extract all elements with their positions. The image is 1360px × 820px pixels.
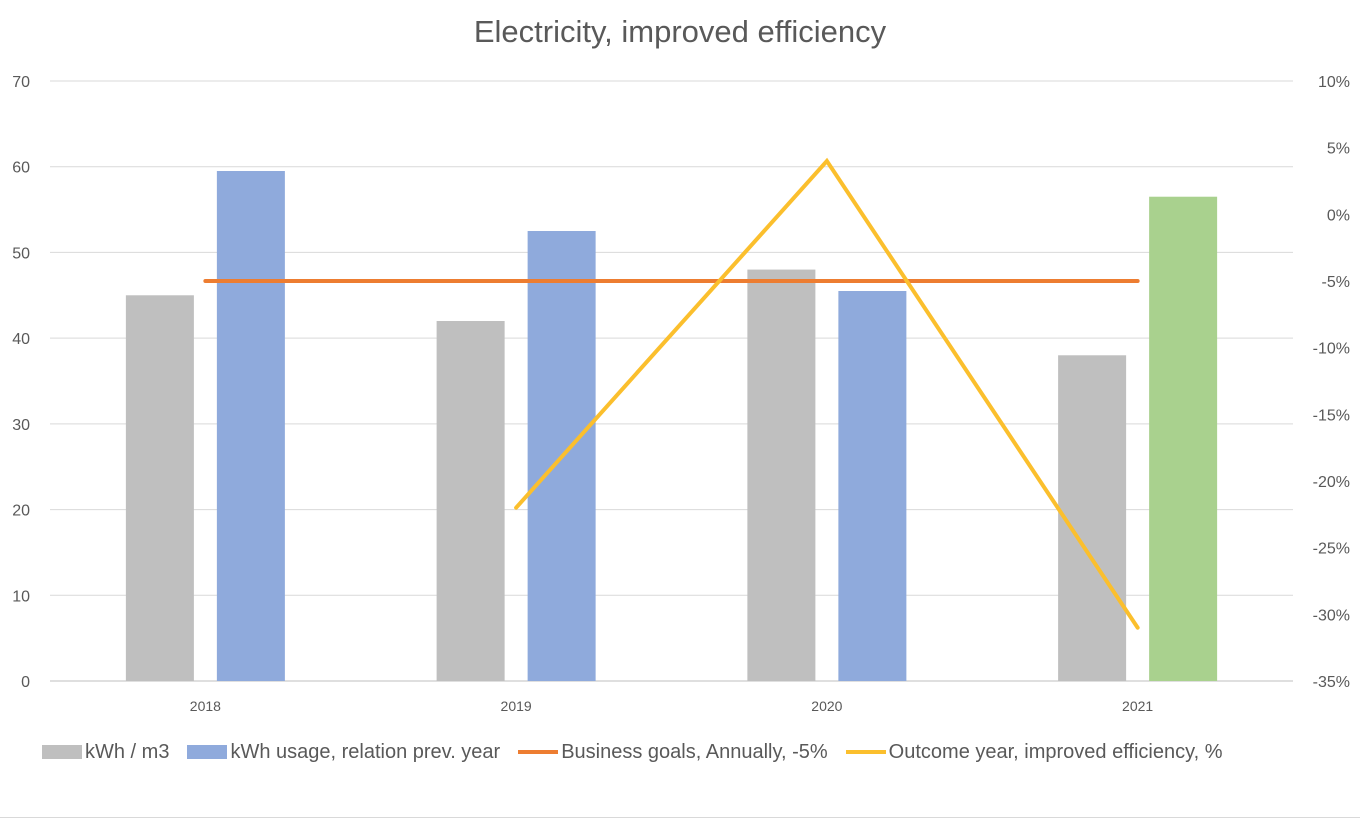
y-right-tick-label: -15% [1313, 407, 1350, 424]
legend-item-business-goals: Business goals, Annually, -5% [518, 740, 828, 764]
y-right-tick-label: 0% [1327, 207, 1350, 224]
bar-kwh-m3-2018 [125, 295, 194, 681]
y-left-tick-label: 20 [12, 503, 30, 520]
y-right-tick-label: -30% [1313, 607, 1350, 624]
legend-label-outcome-year: Outcome year, improved efficiency, % [888, 740, 1223, 763]
legend-swatch-kwh-m3 [42, 745, 82, 759]
y-left-tick-label: 70 [12, 74, 30, 91]
y-left-tick-label: 0 [21, 674, 30, 691]
y-right-tick-label: -20% [1313, 474, 1350, 491]
legend-item-outcome-year: Outcome year, improved efficiency, % [845, 740, 1223, 764]
bar-kwh-usage-relation-prev-year-2021 [1149, 196, 1218, 681]
legend: kWh / m3 kWh usage, relation prev. year … [42, 738, 1241, 766]
y-right-tick-label: -5% [1322, 274, 1350, 291]
y-left-tick-label: 30 [12, 417, 30, 434]
axes: 0 10 20 30 40 50 60 70 -35% -30% -25% -20% -15% -10% -… [12, 74, 1350, 714]
lines [203, 157, 1140, 630]
chart-title: Electricity, improved efficiency [473, 14, 887, 49]
legend-item-kwh-m3: kWh / m3 [42, 741, 169, 764]
line-outcome-year-improved-efficiency [514, 157, 1140, 630]
legend-line-outcome-year [845, 750, 886, 754]
bar-kwh-usage-relation-prev-year-2020 [838, 291, 907, 681]
y-right-tick-label: -10% [1313, 341, 1350, 358]
y-left-tick-label: 50 [12, 245, 30, 262]
y-right-tick-label: -25% [1313, 541, 1350, 558]
bar-kwh-m3-2019 [436, 321, 505, 681]
x-tick-label: 2018 [190, 698, 221, 714]
y-right-tick-label: 5% [1327, 141, 1350, 158]
legend-line-business-goals [518, 750, 559, 754]
y-left-tick-label: 60 [12, 160, 30, 177]
y-left-tick-label: 10 [12, 588, 30, 605]
legend-label-business-goals: Business goals, Annually, -5% [561, 740, 828, 763]
legend-label-kwh-usage: kWh usage, relation prev. year [230, 740, 501, 763]
bars [125, 171, 1218, 681]
legend-swatch-kwh-usage [187, 745, 228, 759]
y-right-tick-label: 10% [1318, 74, 1350, 91]
x-tick-label: 2021 [1122, 698, 1153, 714]
y-right-tick-label: -35% [1313, 674, 1350, 691]
x-tick-label: 2020 [811, 698, 842, 714]
bar-kwh-m3-2021 [1058, 355, 1127, 681]
legend-label-kwh-m3: kWh / m3 [85, 740, 170, 763]
bottom-divider [0, 817, 1360, 818]
y-left-tick-label: 40 [12, 331, 30, 348]
bar-kwh-m3-2020 [747, 269, 816, 681]
bar-kwh-usage-relation-prev-year-2018 [216, 171, 285, 681]
legend-item-kwh-usage: kWh usage, relation prev. year [187, 741, 500, 764]
x-tick-label: 2019 [501, 698, 532, 714]
